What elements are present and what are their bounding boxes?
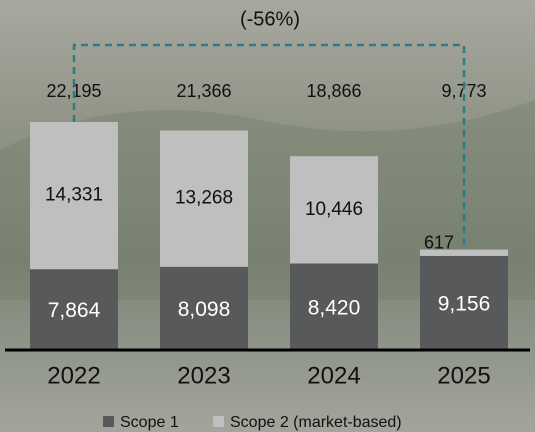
legend-swatch bbox=[213, 416, 224, 427]
data-label: 8,420 bbox=[308, 296, 361, 319]
bar-segment bbox=[290, 263, 378, 350]
bar-segment bbox=[30, 122, 118, 270]
data-label: 8,098 bbox=[178, 298, 231, 321]
bar-segment bbox=[420, 255, 508, 350]
data-label: 14,331 bbox=[45, 185, 103, 206]
data-label: 617 bbox=[424, 232, 454, 252]
data-label: 13,268 bbox=[175, 188, 233, 209]
total-label: 22,195 bbox=[46, 81, 101, 101]
bar-segment bbox=[30, 269, 118, 350]
data-label: 10,446 bbox=[305, 199, 363, 220]
total-label: 21,366 bbox=[176, 81, 231, 101]
x-tick-label: 2023 bbox=[177, 362, 230, 389]
x-tick-label: 2025 bbox=[437, 362, 490, 389]
background-hill bbox=[0, 100, 535, 300]
legend-swatch bbox=[103, 416, 114, 427]
annotation: (-56%) bbox=[240, 8, 300, 30]
legend-label: Scope 2 (market-based) bbox=[230, 414, 402, 431]
legend-label: Scope 1 bbox=[120, 414, 179, 431]
x-tick-label: 2024 bbox=[307, 362, 360, 389]
bar-segment bbox=[160, 266, 248, 350]
bar-segment bbox=[420, 249, 508, 256]
total-label: 9,773 bbox=[441, 81, 486, 101]
bar-segment bbox=[160, 130, 248, 267]
data-label: 9,156 bbox=[438, 293, 491, 316]
total-label: 18,866 bbox=[306, 81, 361, 101]
bar-segment bbox=[290, 156, 378, 264]
data-label: 7,864 bbox=[48, 299, 101, 322]
change-bracket bbox=[72, 43, 466, 246]
x-tick-label: 2022 bbox=[47, 362, 100, 389]
